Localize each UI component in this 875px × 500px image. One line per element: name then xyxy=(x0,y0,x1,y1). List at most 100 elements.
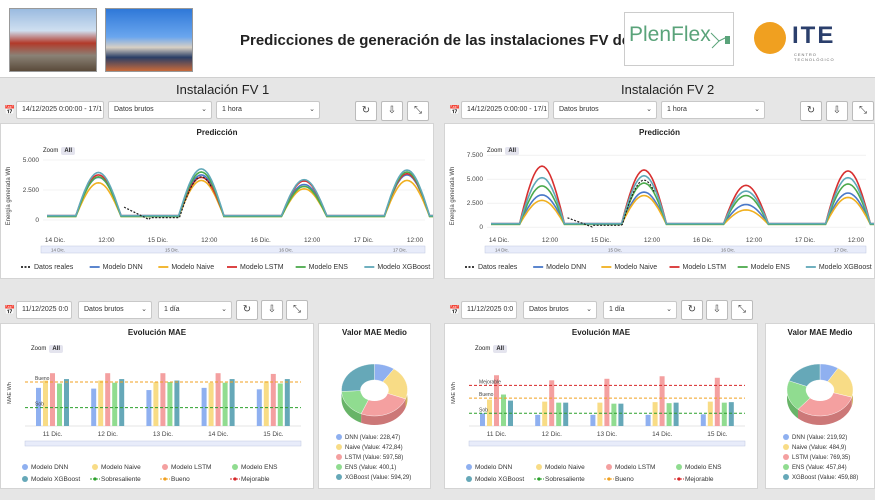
bar-modelo-naive xyxy=(98,380,104,426)
legend-item: Sobresaliente xyxy=(545,476,585,483)
legend-marker xyxy=(537,477,541,481)
prediction-chart-fv2[interactable]: 7.500 5.000 2.500 0 Energía generada Wh 14 Di… xyxy=(445,124,874,278)
pie-slice-xgboost xyxy=(341,363,375,392)
legend-marker xyxy=(676,464,682,470)
x-tick-label: 12:00 xyxy=(746,237,763,244)
download-button-fv1[interactable]: ⇩ xyxy=(381,101,403,121)
prediction-chart-title: Predicción xyxy=(639,128,680,137)
legend-item: Modelo ENS xyxy=(241,464,278,471)
mae-data-type-select-fv2[interactable]: Datos brutos ⌄ xyxy=(523,301,597,319)
mae-expand-button-fv1[interactable]: ⤡ xyxy=(286,300,308,320)
navigator-tick: 16 Dic. xyxy=(279,248,293,253)
bar-modelo-ens xyxy=(721,402,727,426)
navigator-tick: 14 Dic. xyxy=(51,248,65,253)
donut-hole xyxy=(361,385,388,401)
legend-marker xyxy=(336,464,342,470)
threshold-label: Mejorable xyxy=(479,379,501,385)
mae-chart-fv2[interactable]: MAE Wh 11 Dic. 12 Dic. 13 Dic. 14 Dic. 15 Dic… xyxy=(445,324,757,488)
mae-mean-pie-fv2[interactable]: DNN (Value: 219,92) Naive (Value: 484,9) L… xyxy=(766,324,874,488)
zoom-all-button[interactable]: All xyxy=(493,345,508,353)
expand-button-fv1[interactable]: ⤡ xyxy=(407,101,429,121)
download-icon: ⇩ xyxy=(712,304,722,315)
navigator-tick: 17 Dic. xyxy=(834,248,848,253)
series-line-modelo-xgboost xyxy=(47,168,433,217)
calendar-icon[interactable]: 📅 xyxy=(4,105,16,115)
mae-refresh-button-fv1[interactable]: ↻ xyxy=(236,300,258,320)
legend-marker xyxy=(783,474,789,480)
legend-item: Sobresaliente xyxy=(101,476,141,483)
legend-item: Modelo XGBoost xyxy=(31,476,80,483)
legend-item: Modelo ENS xyxy=(309,264,349,271)
legend-marker xyxy=(93,477,97,481)
mae-data-type-select-fv1[interactable]: Datos brutos ⌄ xyxy=(78,301,152,319)
legend-marker xyxy=(22,476,28,482)
mae-date-picker-fv1[interactable]: 11/12/2025 0:0 xyxy=(16,301,72,319)
bar-modelo-xgboost xyxy=(119,379,125,426)
bar-modelo-lstm xyxy=(50,373,55,426)
legend-item: Modelo LSTM xyxy=(683,264,727,271)
mae-refresh-button-fv2[interactable]: ↻ xyxy=(681,300,703,320)
calendar-icon[interactable]: 📅 xyxy=(4,305,16,315)
refresh-button-fv2[interactable]: ↻ xyxy=(800,101,822,121)
prediction-card-fv1: Predicción Zoom All 5.000 2.500 0 Energía ge… xyxy=(0,123,434,279)
x-tick-label: 12:00 xyxy=(304,237,321,244)
legend-marker xyxy=(92,464,98,470)
legend-item: Modelo Naive xyxy=(614,264,657,271)
y-axis-label: MAE Wh xyxy=(451,382,457,404)
calendar-icon[interactable]: 📅 xyxy=(449,305,461,315)
legend-item: Modelo ENS xyxy=(751,264,791,271)
bar-modelo-naive xyxy=(153,382,159,426)
threshold-label: Bueno xyxy=(35,376,50,382)
zoom-all-button[interactable]: All xyxy=(505,147,520,155)
mae-card-fv1: Evolución MAE Zoom All MAE Wh 11 Dic. 12 Di… xyxy=(0,323,314,489)
bar-modelo-lstm xyxy=(494,375,499,426)
x-tick-label: 11 Dic. xyxy=(487,431,507,438)
x-tick-label: 17 Dic. xyxy=(353,237,373,244)
zoom-control: Zoom All xyxy=(487,147,520,155)
mae-download-button-fv1[interactable]: ⇩ xyxy=(261,300,283,320)
interval-select-fv2[interactable]: 1 hora ⌄ xyxy=(661,101,765,119)
download-icon: ⇩ xyxy=(387,105,397,116)
data-type-select-fv2[interactable]: Datos brutos ⌄ xyxy=(553,101,657,119)
date-range-picker-fv1[interactable]: 14/12/2025 0:00:00 - 17/1 xyxy=(16,101,104,119)
y-tick-label: 7.500 xyxy=(467,152,484,159)
date-range-picker-fv2[interactable]: 14/12/2025 0:00:00 - 17/1 xyxy=(461,101,549,119)
mae-mean-pie-fv1[interactable]: DNN (Value: 228,47) Naive (Value: 472,84)… xyxy=(319,324,430,488)
download-button-fv2[interactable]: ⇩ xyxy=(826,101,848,121)
y-tick-label: 0 xyxy=(479,224,483,231)
bar-modelo-naive xyxy=(263,381,269,426)
mae-chart-fv1[interactable]: MAE Wh 11 Dic. 12 Dic. 13 Dic. 14 Dic. 15 Dic… xyxy=(1,324,313,488)
expand-icon: ⤡ xyxy=(738,304,746,315)
bar-modelo-xgboost xyxy=(284,379,290,426)
download-icon: ⇩ xyxy=(832,105,842,116)
refresh-button-fv1[interactable]: ↻ xyxy=(355,101,377,121)
pie-side-lstm xyxy=(361,398,406,425)
legend-item: Modelo Naive xyxy=(545,464,585,471)
y-tick-label: 0 xyxy=(35,217,39,224)
mae-download-button-fv2[interactable]: ⇩ xyxy=(706,300,728,320)
calendar-icon[interactable]: 📅 xyxy=(449,105,461,115)
mae-interval-select-fv2[interactable]: 1 día ⌄ xyxy=(603,301,677,319)
mae-interval-select-fv1[interactable]: 1 día ⌄ xyxy=(158,301,232,319)
legend-marker xyxy=(336,434,342,440)
zoom-all-button[interactable]: All xyxy=(61,147,76,155)
legend-marker xyxy=(162,464,168,470)
threshold-label: Sob xyxy=(35,402,44,408)
legend-marker xyxy=(536,464,542,470)
bar-modelo-lstm xyxy=(604,378,610,426)
navigator-bar xyxy=(468,440,746,447)
data-type-select-fv1[interactable]: Datos brutos ⌄ xyxy=(108,101,212,119)
mae-date-picker-fv2[interactable]: 11/12/2025 0:0 xyxy=(461,301,517,319)
bar-modelo-lstm xyxy=(549,380,555,426)
prediction-chart-fv1[interactable]: 5.000 2.500 0 Energía generada Wh 14 Dic. 12:… xyxy=(1,124,433,278)
bar-modelo-xgboost xyxy=(229,379,235,426)
x-tick-label: 14 Dic. xyxy=(489,237,509,244)
expand-button-fv2[interactable]: ⤡ xyxy=(852,101,874,121)
legend-item: ENS (Value: 457,84) xyxy=(792,465,847,471)
zoom-all-button[interactable]: All xyxy=(49,345,64,353)
series-line-datos-reales xyxy=(123,176,213,221)
interval-select-fv1[interactable]: 1 hora ⌄ xyxy=(216,101,320,119)
chevron-down-icon: ⌄ xyxy=(646,106,652,113)
mae-expand-button-fv2[interactable]: ⤡ xyxy=(731,300,753,320)
x-tick-label: 15 Dic. xyxy=(263,431,283,438)
